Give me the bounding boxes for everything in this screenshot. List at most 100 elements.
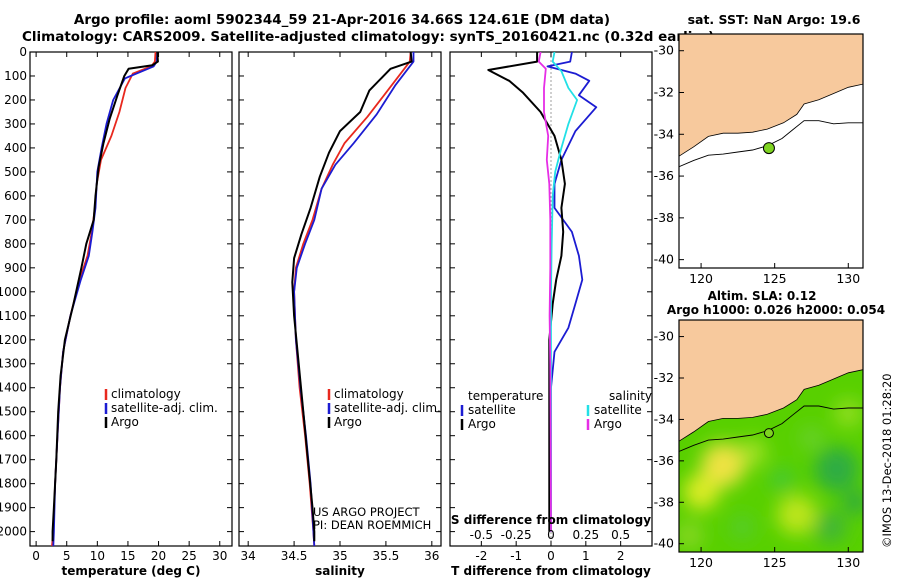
sla-anomaly-patch — [814, 447, 859, 492]
annotation-line-1: US ARGO PROJECT — [313, 505, 421, 519]
x-tick-label-differences: -2 — [475, 549, 487, 563]
x-tick-label-differences: 1 — [582, 549, 590, 563]
s-diff-axis-label: S difference from climatology — [451, 513, 651, 527]
legend-label-salinity-argo: Argo — [334, 415, 362, 429]
sla-anomaly-patch — [814, 511, 847, 544]
plot-frame-salinity — [238, 51, 442, 547]
series-line-differences-sal_argo — [537, 52, 552, 532]
map-lat-label-sst: -34 — [654, 126, 674, 141]
map-lon-label-sla: 120 — [689, 555, 713, 570]
sla-anomaly-patch — [701, 443, 746, 487]
sla-anomaly-patch — [683, 473, 720, 510]
map-lat-label-sla: -32 — [654, 370, 674, 385]
legend-label-salinity-satellite: satellite-adj. clim. — [334, 401, 441, 415]
y-tick-label: 100 — [4, 69, 27, 83]
y-tick-label: 1100 — [0, 309, 27, 323]
x-axis-label-temperature: temperature (deg C) — [62, 564, 201, 578]
figure-title-line2: Climatology: CARS2009. Satellite-adjuste… — [22, 29, 715, 45]
map-lon-label-sla: 125 — [763, 555, 787, 570]
y-tick-label: 1800 — [0, 477, 27, 491]
argo-location-marker-sla[interactable] — [763, 428, 774, 439]
y-tick-label: 0 — [19, 45, 27, 59]
series-group-differences — [487, 52, 598, 532]
plot-frame-temperature — [29, 51, 233, 547]
x-tick-label-differences: 2 — [617, 549, 625, 563]
map-lat-label-sla: -34 — [654, 411, 674, 426]
y-tick-label: 1600 — [0, 429, 27, 443]
x-tick-label-temperature: 20 — [151, 549, 166, 563]
sla-anomaly-patch — [834, 399, 863, 428]
map-frame-sst — [678, 33, 864, 269]
legend-label-diff-temp-satellite: satellite — [468, 403, 516, 417]
x-tick-label-salinity: 35.5 — [373, 549, 400, 563]
legend-label-diff-temp-argo: Argo — [468, 417, 496, 431]
x-tick-label-salinity: 34 — [241, 549, 256, 563]
sla-anomaly-patch — [679, 521, 704, 550]
x-axis-label-differences: T difference from climatology — [451, 564, 651, 578]
sla-map-title-line1: Altim. SLA: 0.12 — [708, 289, 817, 303]
y-tick-label: 1400 — [0, 381, 27, 395]
y-tick-label: 800 — [4, 237, 27, 251]
map-layers-sst — [679, 34, 863, 268]
y-tick-label: 1000 — [0, 285, 27, 299]
shelf-contour-sla — [679, 405, 863, 452]
annotation-line-2: PI: DEAN ROEMMICH — [313, 518, 431, 532]
legend-label-temperature-satellite: satellite-adj. clim. — [111, 401, 218, 415]
y-tick-label: 400 — [4, 141, 27, 155]
map-layers-sla — [679, 320, 863, 552]
imos-credit: ©IMOS 13-Dec-2018 01:28:20 — [880, 373, 894, 548]
map-lat-label-sla: -30 — [654, 329, 674, 344]
s-diff-tick-label: -0.5 — [470, 528, 493, 542]
map-frame-sla — [678, 319, 864, 553]
land-sst — [679, 34, 863, 157]
sst-map-title: sat. SST: NaN Argo: 19.6 — [688, 12, 861, 27]
sla-anomaly-patch — [843, 490, 863, 515]
s-diff-tick-label: -0.25 — [501, 528, 532, 542]
y-tick-label: 600 — [4, 189, 27, 203]
map-lat-label-sst: -32 — [654, 85, 674, 100]
map-lon-label-sst: 125 — [763, 271, 787, 286]
y-tick-label: 200 — [4, 93, 27, 107]
y-tick-label: 500 — [4, 165, 27, 179]
sla-anomaly-patch — [776, 494, 817, 535]
y-tick-label: 1500 — [0, 405, 27, 419]
shelf-contour-sst — [679, 120, 863, 168]
map-lat-label-sla: -36 — [654, 453, 674, 468]
sla-anomaly-patch — [729, 514, 756, 541]
map-lat-label-sst: -38 — [654, 210, 674, 225]
sla-anomaly-patch — [770, 467, 795, 492]
y-tick-label: 700 — [4, 213, 27, 227]
x-tick-label-temperature: 30 — [212, 549, 227, 563]
figure-title-line1: Argo profile: aoml 5902344_59 21-Apr-201… — [73, 12, 611, 28]
legend-label-diff-sal-sal_argo: Argo — [594, 417, 622, 431]
legend-label-salinity-climatology: climatology — [334, 387, 404, 401]
y-tick-label: 2000 — [0, 525, 27, 539]
s-diff-tick-label: 0.5 — [611, 528, 630, 542]
map-lat-label-sst: -36 — [654, 168, 674, 183]
series-line-temperature-argo — [51, 52, 159, 542]
x-tick-label-temperature: 10 — [90, 549, 105, 563]
legend-title-temperature: temperature — [468, 389, 543, 403]
x-tick-label-temperature: 0 — [32, 549, 40, 563]
sla-anomaly-patch — [738, 438, 767, 467]
x-axis-label-salinity: salinity — [315, 564, 365, 578]
s-diff-tick-label: 0 — [547, 528, 555, 542]
y-tick-label: 1200 — [0, 333, 27, 347]
series-line-differences-sal_satellite — [550, 52, 578, 532]
y-tick-label: 1300 — [0, 357, 27, 371]
series-group-salinity — [291, 52, 415, 546]
x-tick-label-differences: -1 — [510, 549, 522, 563]
map-lon-label-sst: 120 — [689, 271, 713, 286]
y-tick-label: 300 — [4, 117, 27, 131]
x-tick-label-salinity: 35 — [332, 549, 347, 563]
map-lon-label-sla: 130 — [836, 555, 860, 570]
legend-label-diff-sal-sal_satellite: satellite — [594, 403, 642, 417]
argo-location-marker-sst[interactable] — [762, 142, 775, 155]
map-lat-label-sla: -38 — [654, 494, 674, 509]
y-tick-label: 1700 — [0, 453, 27, 467]
x-tick-label-differences: 0 — [547, 549, 555, 563]
x-tick-label-temperature: 5 — [63, 549, 71, 563]
y-tick-label: 900 — [4, 261, 27, 275]
